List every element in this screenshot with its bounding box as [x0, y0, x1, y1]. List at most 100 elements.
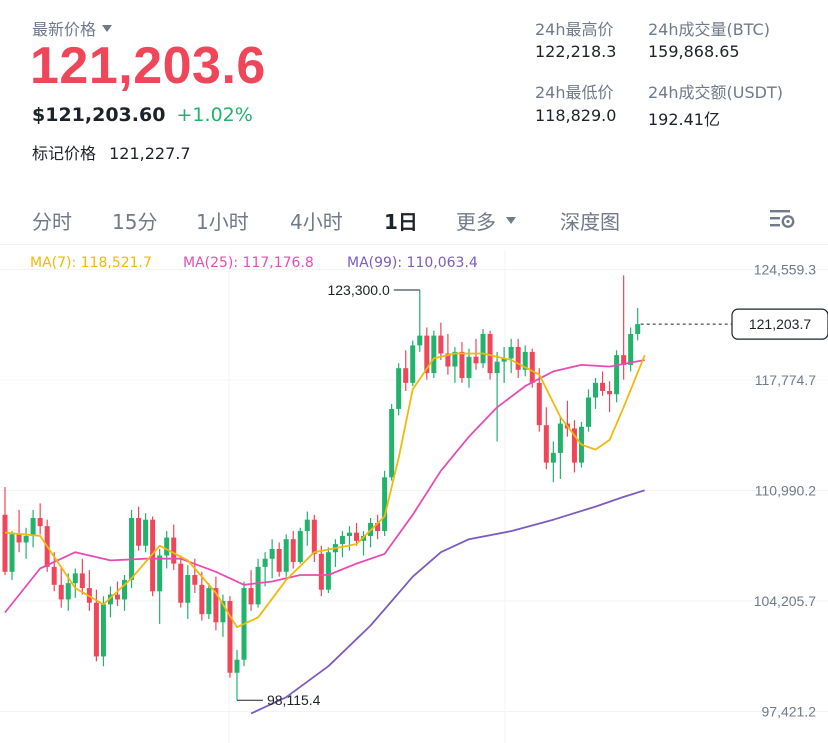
candle-body [114, 594, 120, 600]
candle-body [122, 579, 128, 600]
high-annotation: 123,300.0 [327, 282, 389, 298]
volume-usdt-value: 192.41亿 [648, 110, 720, 129]
high-24h-value: 122,218.3 [535, 42, 617, 61]
candle-body [410, 345, 416, 383]
candle-body [375, 522, 381, 532]
volume-btc-label: 24h成交量(BTC) [648, 20, 770, 39]
candle-body [473, 356, 479, 364]
tab-depth[interactable]: 深度图 [560, 210, 620, 234]
mark-price-value: 121,227.7 [109, 144, 191, 163]
candle-body [185, 575, 191, 603]
candle-body [297, 531, 303, 563]
ma7-line [4, 352, 646, 629]
latest-price-text: 最新价格 [32, 20, 97, 39]
tab-4h[interactable]: 4小时 [290, 210, 343, 234]
candle-body [150, 519, 156, 592]
candle-body [438, 335, 444, 354]
candle-body [550, 452, 556, 463]
candle-body [143, 519, 149, 546]
candle-body [346, 532, 352, 536]
high-24h-label: 24h最高价 [535, 20, 614, 39]
candle-body [607, 390, 613, 395]
candle-body [30, 518, 36, 536]
volume-usdt-label: 24h成交额(USDT) [648, 83, 783, 102]
candle-body [354, 532, 359, 541]
candle-body [635, 324, 641, 334]
candle-body [227, 601, 233, 673]
low-24h-label: 24h最低价 [535, 83, 614, 102]
volume-btc-value: 159,868.65 [648, 42, 740, 61]
last-price-label: 121,203.7 [749, 316, 811, 332]
candle-body [178, 563, 184, 603]
candle-body [382, 477, 388, 532]
usd-price-row: $121,203.60 +1.02% [32, 104, 253, 126]
candle-body [396, 368, 402, 409]
candle-body [16, 534, 22, 543]
candle-body [100, 604, 106, 657]
candle-body [23, 535, 29, 543]
ma99-legend: MA(99): 110,063.4 [347, 255, 478, 271]
candle-body [171, 537, 177, 564]
candle-body [494, 361, 500, 374]
candle-body [248, 588, 254, 605]
candle-body [628, 333, 634, 365]
candle-body [283, 539, 289, 572]
tab-15m[interactable]: 15分 [112, 210, 158, 234]
candle-body [585, 397, 591, 427]
candle-body [129, 518, 135, 580]
candle-body [213, 588, 219, 623]
candle-body [107, 594, 113, 605]
y-axis-label: 124,559.3 [754, 262, 816, 278]
tab-more[interactable]: 更多 [456, 206, 516, 235]
tab-more-label: 更多 [456, 210, 496, 234]
candle-body [234, 659, 240, 673]
candle-body [339, 535, 345, 545]
candle-body [459, 351, 465, 378]
caret-down-icon [102, 24, 113, 32]
candle-body [318, 553, 324, 590]
candle-body [157, 555, 163, 592]
candle-body [508, 347, 514, 359]
candle-body [403, 368, 409, 383]
candle-body [571, 428, 577, 463]
tab-time-sharing[interactable]: 分时 [32, 210, 72, 234]
tab-1h[interactable]: 1小时 [196, 210, 249, 234]
candle-body [536, 382, 542, 426]
chart-settings-icon[interactable] [770, 208, 796, 230]
usd-price: $121,203.60 [32, 104, 166, 126]
candle-body [255, 566, 261, 605]
candle-body [311, 519, 317, 554]
candle-body [501, 358, 507, 362]
candle-body [487, 333, 493, 374]
candle-body [164, 537, 170, 556]
candle-body [199, 584, 205, 615]
candle-body [9, 534, 15, 572]
tab-1d[interactable]: 1日 [384, 210, 418, 234]
candle-body [269, 548, 275, 559]
y-axis-label: 97,421.2 [762, 704, 817, 720]
latest-price-label[interactable]: 最新价格 [32, 16, 113, 40]
candle-body [424, 335, 430, 374]
candle-body [79, 573, 85, 589]
divider [0, 244, 828, 245]
ma7-legend: MA(7): 118,521.7 [30, 255, 152, 271]
candle-body [136, 518, 142, 546]
candle-body [389, 408, 395, 478]
candle-body [325, 552, 331, 590]
candle-body [480, 333, 486, 364]
ma99-line [250, 489, 645, 715]
candle-body [290, 539, 296, 563]
low-24h-value: 118,829.0 [535, 106, 617, 125]
candlestick-chart[interactable]: 124,559.3 117,774.7 110,990.2 104,205.7 97,4… [0, 250, 828, 743]
ma25-line [4, 359, 645, 614]
candle-body [621, 355, 627, 365]
candle-body [192, 575, 198, 585]
ma25-legend: MA(25): 117,176.8 [183, 255, 314, 271]
candle-body [452, 351, 458, 367]
candle-body [445, 353, 451, 367]
candle-body [262, 558, 268, 567]
candle-body [51, 566, 57, 585]
candle-body [522, 351, 528, 370]
candle-body [529, 351, 535, 383]
candle-body [600, 382, 606, 391]
